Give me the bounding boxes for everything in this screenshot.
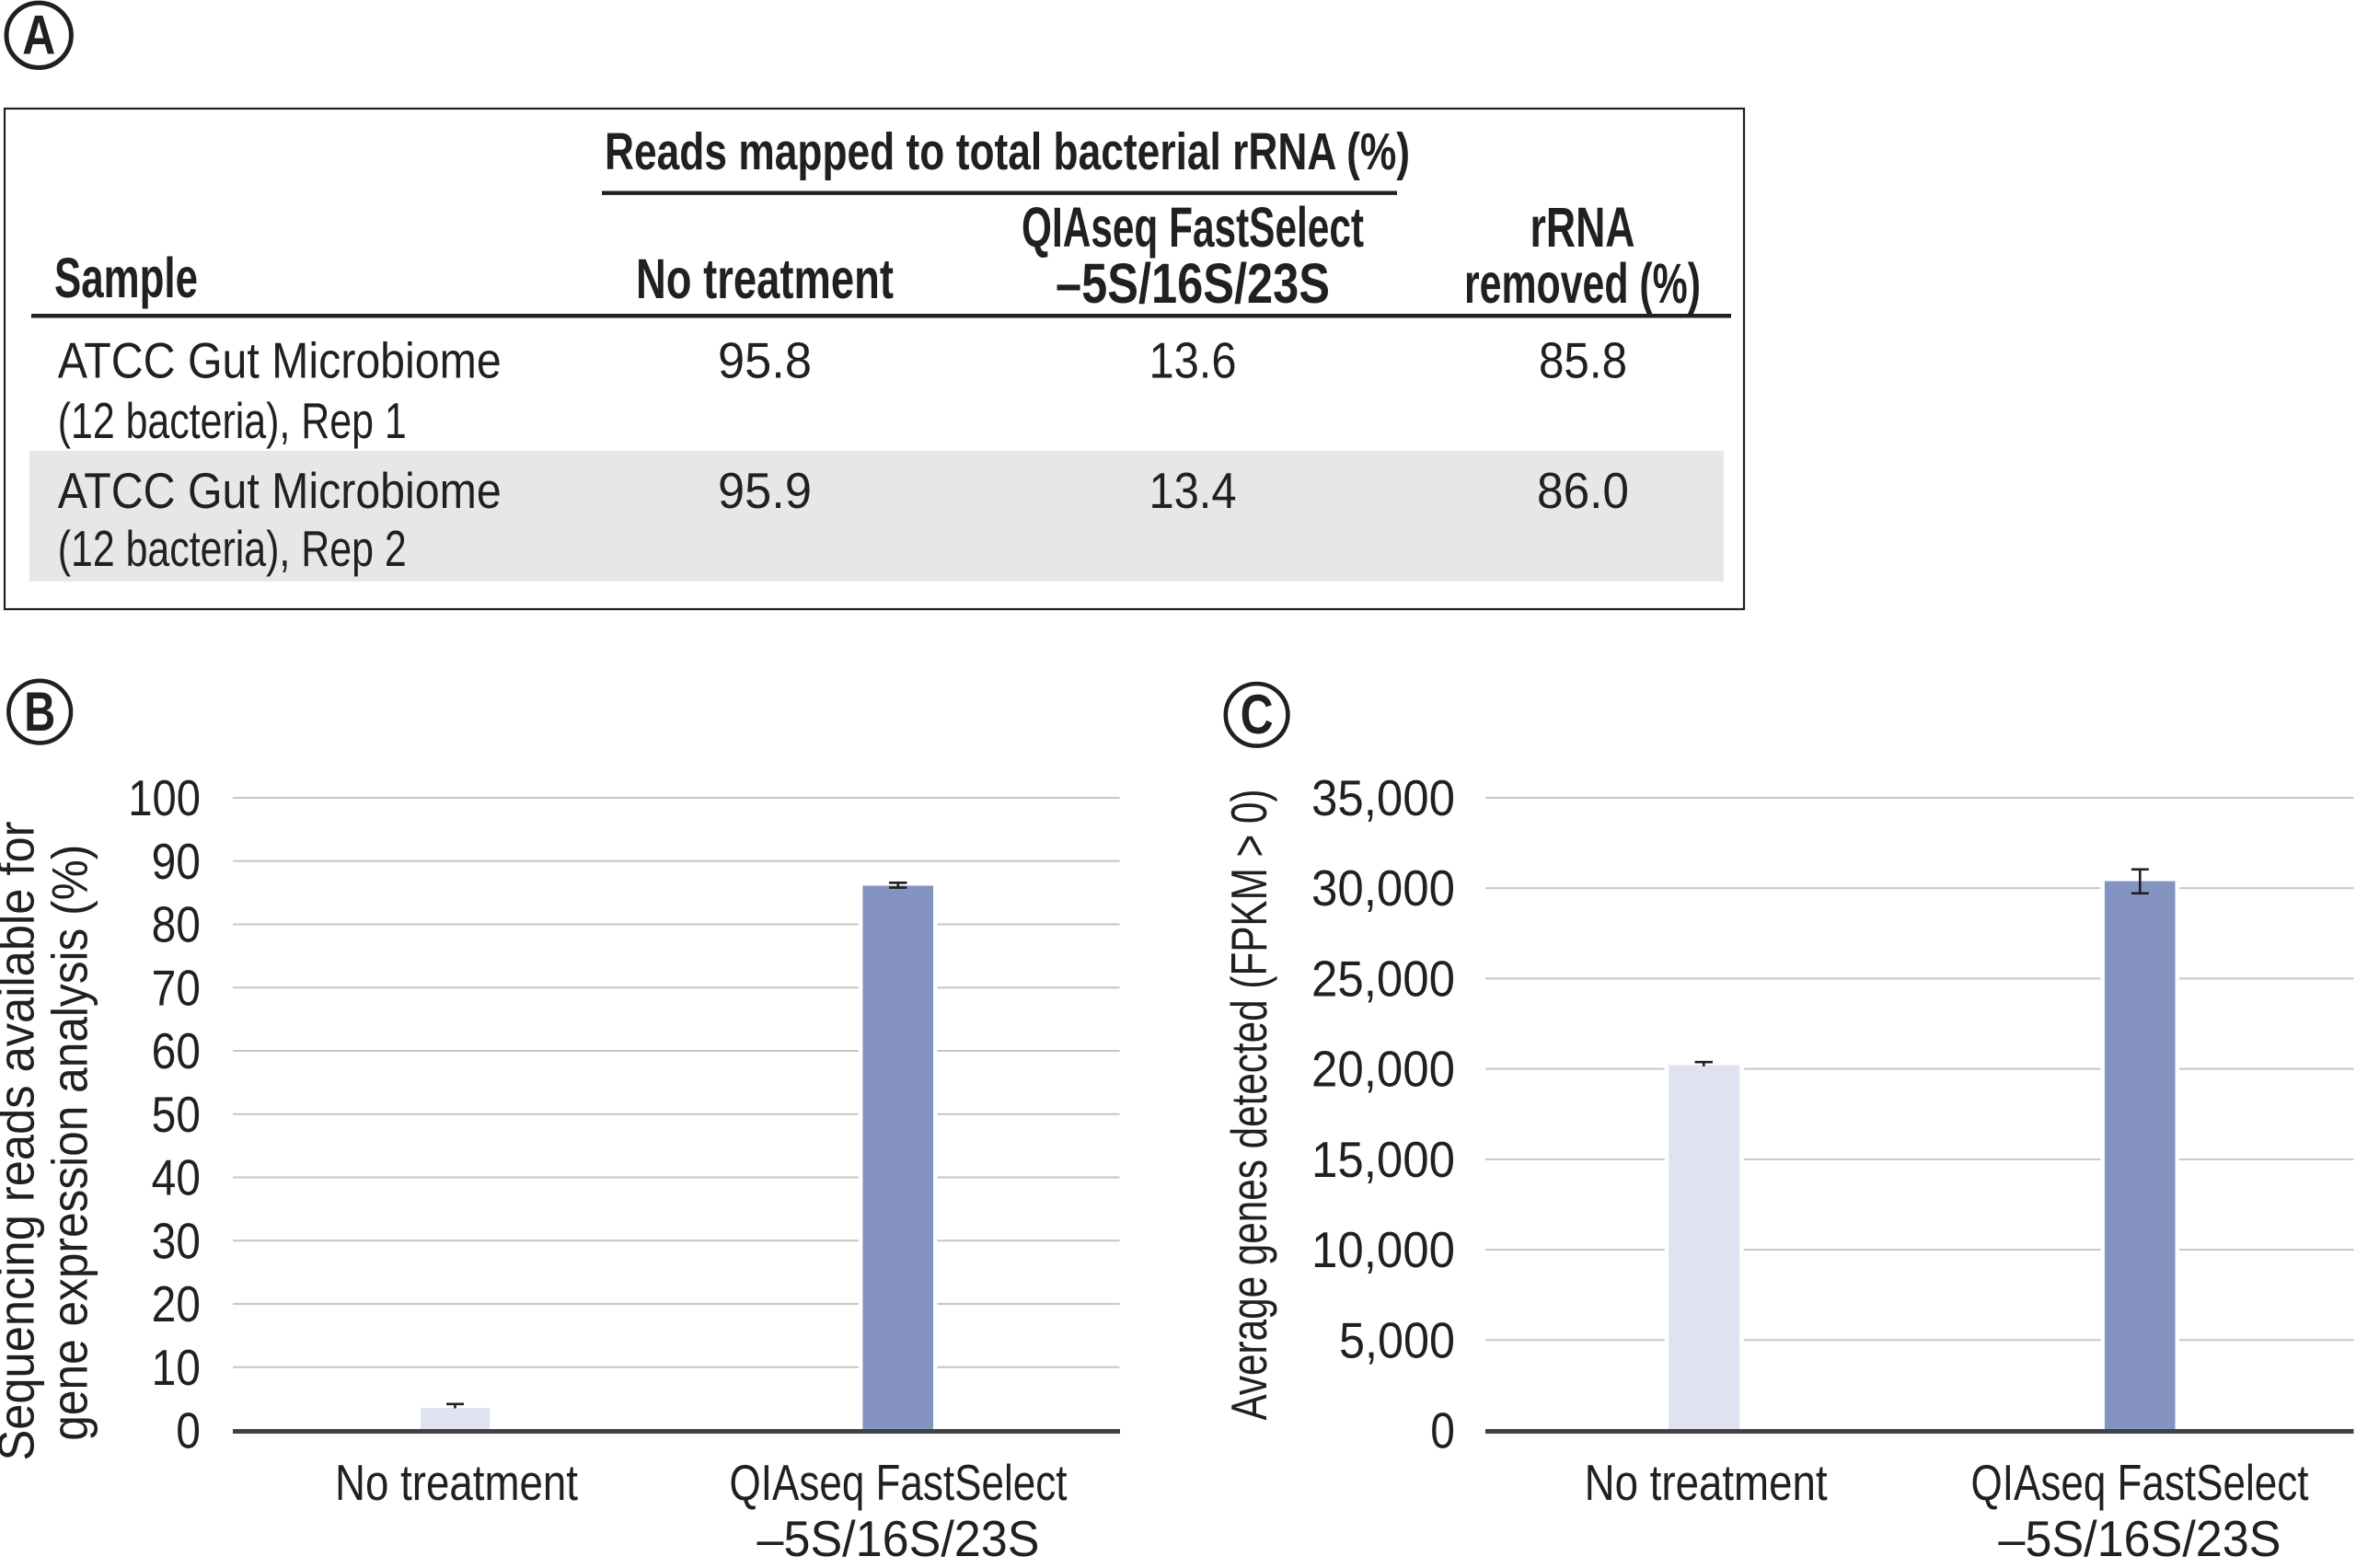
svg-text:(12 bacteria), Rep 2: (12 bacteria), Rep 2 bbox=[58, 520, 407, 577]
svg-text:20: 20 bbox=[152, 1275, 201, 1332]
svg-text:QIAseq FastSelect: QIAseq FastSelect bbox=[1022, 196, 1364, 259]
svg-text:gene expression analysis (%): gene expression analysis (%) bbox=[41, 845, 98, 1441]
svg-text:rRNA: rRNA bbox=[1530, 196, 1635, 259]
svg-text:95.8: 95.8 bbox=[718, 332, 812, 389]
svg-text:No treatment: No treatment bbox=[335, 1454, 578, 1511]
svg-text:–5S/16S/23S: –5S/16S/23S bbox=[1999, 1510, 2281, 1567]
svg-text:100: 100 bbox=[128, 769, 201, 826]
svg-text:50: 50 bbox=[152, 1086, 201, 1143]
svg-text:60: 60 bbox=[152, 1022, 201, 1079]
svg-text:5,000: 5,000 bbox=[1339, 1311, 1455, 1368]
svg-text:30: 30 bbox=[152, 1212, 201, 1269]
svg-text:20,000: 20,000 bbox=[1311, 1041, 1455, 1098]
svg-text:QIAseq FastSelect: QIAseq FastSelect bbox=[730, 1454, 1068, 1511]
svg-text:30,000: 30,000 bbox=[1311, 859, 1455, 917]
svg-text:25,000: 25,000 bbox=[1311, 950, 1455, 1007]
svg-text:No treatment: No treatment bbox=[1585, 1454, 1828, 1511]
svg-text:95.9: 95.9 bbox=[718, 462, 812, 519]
svg-text:QIAseq FastSelect: QIAseq FastSelect bbox=[1971, 1454, 2309, 1511]
svg-text:Sample: Sample bbox=[54, 247, 198, 309]
svg-text:Average genes detected (FPKM >: Average genes detected (FPKM > 0) bbox=[1220, 790, 1277, 1421]
svg-text:ATCC Gut Microbiome: ATCC Gut Microbiome bbox=[58, 332, 502, 389]
svg-text:80: 80 bbox=[152, 896, 201, 953]
svg-text:13.6: 13.6 bbox=[1149, 332, 1237, 389]
svg-text:85.8: 85.8 bbox=[1539, 332, 1627, 389]
svg-text:35,000: 35,000 bbox=[1311, 769, 1455, 826]
svg-text:86.0: 86.0 bbox=[1537, 462, 1629, 519]
svg-text:(12 bacteria), Rep 1: (12 bacteria), Rep 1 bbox=[58, 392, 407, 449]
svg-text:removed (%): removed (%) bbox=[1464, 252, 1701, 315]
svg-text:B: B bbox=[24, 681, 55, 743]
svg-text:No treatment: No treatment bbox=[636, 248, 894, 310]
svg-text:A: A bbox=[22, 5, 55, 66]
svg-text:Reads mapped to total bacteria: Reads mapped to total bacterial rRNA (%) bbox=[605, 122, 1410, 181]
svg-text:13.4: 13.4 bbox=[1149, 462, 1237, 519]
svg-text:40: 40 bbox=[152, 1149, 201, 1206]
svg-text:15,000: 15,000 bbox=[1311, 1131, 1455, 1188]
svg-text:–5S/16S/23S: –5S/16S/23S bbox=[757, 1510, 1040, 1567]
svg-text:90: 90 bbox=[152, 833, 201, 890]
svg-text:C: C bbox=[1241, 684, 1274, 745]
svg-text:0: 0 bbox=[176, 1402, 201, 1459]
svg-text:ATCC Gut Microbiome: ATCC Gut Microbiome bbox=[58, 462, 502, 519]
svg-text:Sequencing reads available for: Sequencing reads available for bbox=[0, 822, 44, 1461]
svg-text:–5S/16S/23S: –5S/16S/23S bbox=[1056, 252, 1330, 315]
svg-text:0: 0 bbox=[1430, 1402, 1455, 1459]
svg-text:10,000: 10,000 bbox=[1311, 1221, 1455, 1278]
svg-text:10: 10 bbox=[152, 1339, 201, 1396]
svg-text:70: 70 bbox=[152, 959, 201, 1016]
